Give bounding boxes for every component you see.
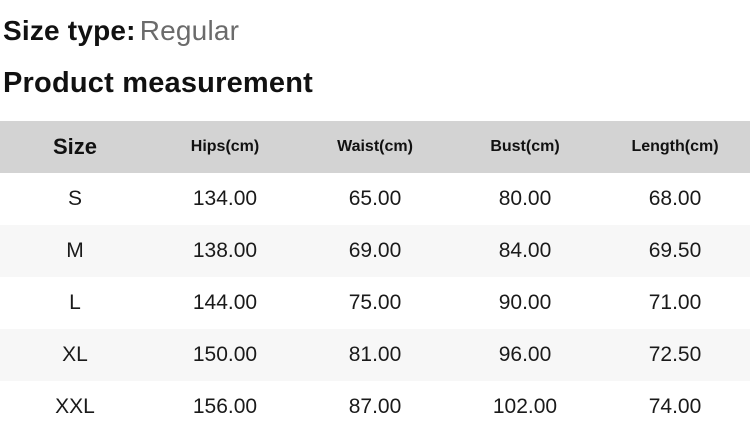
cell-bust: 80.00 xyxy=(498,187,552,211)
cell-hips: 150.00 xyxy=(192,343,258,367)
table-row-s: S 134.00 65.00 80.00 68.00 xyxy=(0,173,750,226)
cell-size: L xyxy=(69,291,81,315)
cell-length: 72.50 xyxy=(648,343,702,367)
table-row-m: M 138.00 69.00 84.00 69.50 xyxy=(0,225,750,278)
cell-bust: 90.00 xyxy=(498,291,552,315)
cell-hips: 138.00 xyxy=(192,239,258,263)
cell-hips: 144.00 xyxy=(192,291,258,315)
cell-size: XL xyxy=(62,343,88,367)
cell-size: M xyxy=(66,239,84,263)
column-header-bust: Bust(cm) xyxy=(490,138,560,156)
cell-bust: 96.00 xyxy=(498,343,552,367)
cell-hips: 134.00 xyxy=(192,187,258,211)
cell-length: 71.00 xyxy=(648,291,702,315)
column-header-hips: Hips(cm) xyxy=(190,138,260,156)
table-row-xl: XL 150.00 81.00 96.00 72.50 xyxy=(0,329,750,382)
cell-hips: 156.00 xyxy=(192,395,258,419)
table-row-l: L 144.00 75.00 90.00 71.00 xyxy=(0,277,750,330)
cell-size: S xyxy=(67,187,82,211)
column-header-waist: Waist(cm) xyxy=(337,138,413,156)
cell-waist: 87.00 xyxy=(348,395,402,419)
measurement-table: Size Hips(cm) Waist(cm) Bust(cm) Length(… xyxy=(0,121,750,434)
cell-waist: 81.00 xyxy=(348,343,402,367)
cell-length: 74.00 xyxy=(648,395,702,419)
cell-bust: 84.00 xyxy=(498,239,552,263)
cell-waist: 69.00 xyxy=(348,239,402,263)
section-title: Product measurement xyxy=(3,66,313,99)
size-type-value: Regular xyxy=(139,15,240,46)
cell-waist: 65.00 xyxy=(348,187,402,211)
column-header-length: Length(cm) xyxy=(631,138,719,156)
cell-length: 68.00 xyxy=(648,187,702,211)
size-type-label: Size type: xyxy=(3,15,136,46)
cell-waist: 75.00 xyxy=(348,291,402,315)
column-header-size: Size xyxy=(52,134,98,160)
size-type-line: Size type: Regular xyxy=(3,14,750,48)
cell-length: 69.50 xyxy=(648,239,702,263)
table-row-xxl: XXL 156.00 87.00 102.00 74.00 xyxy=(0,381,750,434)
cell-size: XXL xyxy=(55,395,95,419)
table-header-row: Size Hips(cm) Waist(cm) Bust(cm) Length(… xyxy=(0,121,750,174)
cell-bust: 102.00 xyxy=(492,395,558,419)
size-chart-panel: Size type: Regular Product measurement Si… xyxy=(0,14,750,434)
